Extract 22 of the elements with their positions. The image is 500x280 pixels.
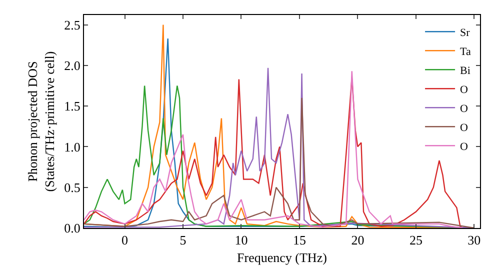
x-tick-label: 10 (234, 232, 248, 248)
x-tick-label: 5 (180, 232, 186, 248)
y-tick-label: 0.0 (64, 220, 80, 236)
y-axis-title: Phonon projected DOS (States/THz·primitive cell) (25, 51, 58, 192)
legend-label: Ta (460, 46, 471, 58)
y-tick-label: 1.5 (64, 98, 80, 114)
x-tick-label: 15 (292, 232, 306, 248)
x-tick-label: 0 (122, 232, 128, 248)
x-tick-label: 25 (409, 232, 422, 248)
x-tick-label: 30 (468, 232, 481, 248)
legend-label: O (460, 102, 468, 115)
legend-label: O (460, 122, 468, 134)
x-tick-label: 20 (351, 232, 364, 248)
legend-label: Bi (460, 64, 470, 77)
y-tick-label: 2.0 (64, 58, 80, 73)
y-tick-label: 2.5 (64, 17, 80, 32)
legend-label: O (460, 140, 468, 153)
y-tick-label: 0.5 (64, 180, 80, 195)
y-tick-label: 1.0 (64, 139, 80, 154)
legend-label: Sr (460, 26, 470, 39)
x-axis-title: Frequency (THz) (237, 250, 327, 266)
legend-label: O (460, 84, 468, 96)
